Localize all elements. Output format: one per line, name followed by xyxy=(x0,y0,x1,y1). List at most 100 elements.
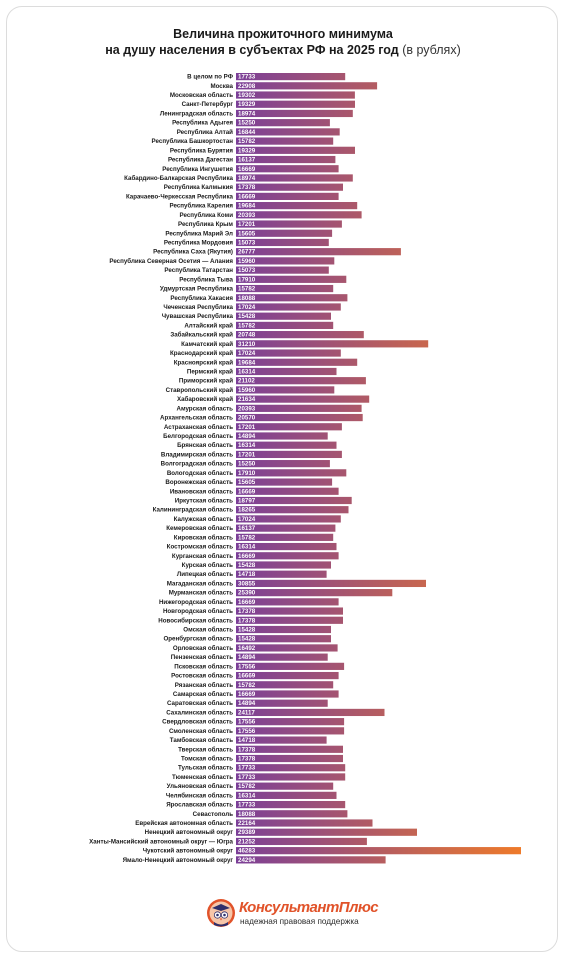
bar xyxy=(236,174,353,182)
value-label: 21102 xyxy=(238,378,255,385)
value-label: 15250 xyxy=(238,461,256,468)
value-label: 14718 xyxy=(238,571,256,578)
chart-title-line2-wrap: на душу населения в субъектах РФ на 2025… xyxy=(0,42,566,58)
value-label: 22164 xyxy=(238,820,256,827)
category-label: Чеченская Республика xyxy=(163,304,233,311)
brand-name: КонсультантПлюс xyxy=(239,899,379,916)
category-label: Орловская область xyxy=(173,645,233,652)
category-label: Ярославская область xyxy=(166,802,233,809)
category-label: Амурская область xyxy=(176,405,233,412)
bar xyxy=(236,533,334,541)
value-label: 17378 xyxy=(238,746,256,753)
value-label: 15605 xyxy=(238,230,256,237)
category-label: Камчатский край xyxy=(181,341,233,348)
value-label: 17556 xyxy=(238,719,256,726)
bar xyxy=(236,653,328,661)
value-label: 17024 xyxy=(238,350,256,357)
bar xyxy=(236,469,347,477)
value-label: 46283 xyxy=(238,848,256,855)
category-label: Кабардино-Балкарская Республика xyxy=(124,175,233,182)
bar xyxy=(236,810,348,818)
bar xyxy=(236,856,386,864)
value-label: 19329 xyxy=(238,101,256,108)
category-label: Курганская область xyxy=(172,553,233,560)
value-label: 16669 xyxy=(238,673,256,680)
category-label: Чукотский автономный округ xyxy=(143,848,234,855)
bar xyxy=(236,441,337,449)
value-label: 15782 xyxy=(238,783,256,790)
value-label: 17201 xyxy=(238,424,256,431)
category-label: Белгородская область xyxy=(163,433,233,440)
value-label: 15782 xyxy=(238,534,256,541)
value-label: 20748 xyxy=(238,332,256,339)
bar xyxy=(236,73,346,81)
category-label: Удмуртская Республика xyxy=(160,286,234,293)
category-label: Приморский край xyxy=(179,378,233,385)
category-label: Сахалинская область xyxy=(166,709,233,716)
value-label: 17733 xyxy=(238,802,256,809)
bar xyxy=(236,754,343,763)
bar xyxy=(236,395,370,403)
category-label: Пермский край xyxy=(187,368,233,375)
value-label: 17556 xyxy=(238,728,256,735)
value-label: 15428 xyxy=(238,636,256,643)
value-label: 18265 xyxy=(238,507,256,514)
bar xyxy=(236,727,345,735)
category-label: Алтайский край xyxy=(184,322,233,329)
category-label: Ивановская область xyxy=(170,488,233,495)
bar xyxy=(236,718,345,726)
bar xyxy=(236,800,346,809)
brand-tagline: надежная правовая поддержка xyxy=(240,917,359,926)
category-label: Республика Дагестан xyxy=(168,157,233,164)
category-label: Республика Марий Эл xyxy=(165,230,233,237)
category-label: Самарская область xyxy=(173,691,233,698)
category-label: Оренбургская область xyxy=(163,636,233,643)
value-label: 16669 xyxy=(238,599,256,606)
category-label: Ханты-Мансийский автономный округ — Югра xyxy=(89,838,233,845)
bar xyxy=(236,515,341,523)
bar xyxy=(236,506,349,514)
bar xyxy=(236,552,339,560)
bar xyxy=(236,358,358,366)
value-label: 20570 xyxy=(238,415,256,422)
value-label: 15428 xyxy=(238,562,256,569)
category-label: Кемеровская область xyxy=(166,525,233,532)
bar xyxy=(236,819,373,827)
value-label: 18088 xyxy=(238,811,256,818)
value-label: 15428 xyxy=(238,313,256,320)
category-label: Калужская область xyxy=(174,516,234,523)
category-label: Астраханская область xyxy=(164,424,233,431)
bar xyxy=(236,155,336,164)
bar xyxy=(236,146,355,154)
category-label: Краснодарский край xyxy=(170,350,233,357)
category-label: Тюменская область xyxy=(172,774,233,781)
category-label: Республика Северная Осетия — Алания xyxy=(109,258,233,265)
value-label: 15428 xyxy=(238,627,256,634)
bar xyxy=(236,635,331,643)
bar xyxy=(236,828,417,836)
value-label: 18974 xyxy=(238,175,256,182)
value-label: 16669 xyxy=(238,193,256,200)
value-label: 14894 xyxy=(238,654,256,661)
value-label: 14894 xyxy=(238,700,256,707)
value-label: 16314 xyxy=(238,442,256,449)
bar xyxy=(236,561,331,569)
value-label: 24117 xyxy=(238,709,255,716)
value-label: 16137 xyxy=(238,525,256,532)
category-label: Карачаево-Черкесская Республика xyxy=(126,193,234,200)
value-label: 16669 xyxy=(238,488,256,495)
bar xyxy=(236,671,339,680)
value-label: 16314 xyxy=(238,792,256,799)
category-label: Томская область xyxy=(181,756,233,763)
bar xyxy=(236,524,336,532)
value-label: 25390 xyxy=(238,590,256,597)
value-label: 20393 xyxy=(238,212,256,219)
category-label: Севастополь xyxy=(193,811,234,818)
bar xyxy=(236,404,362,412)
category-label: Ненецкий автономный округ xyxy=(145,829,234,836)
category-label: Калининградская область xyxy=(153,507,234,514)
value-label: 15250 xyxy=(238,120,256,127)
category-label: Еврейская автономная область xyxy=(135,820,233,827)
category-label: Иркутская область xyxy=(175,497,233,504)
bar xyxy=(236,238,329,247)
